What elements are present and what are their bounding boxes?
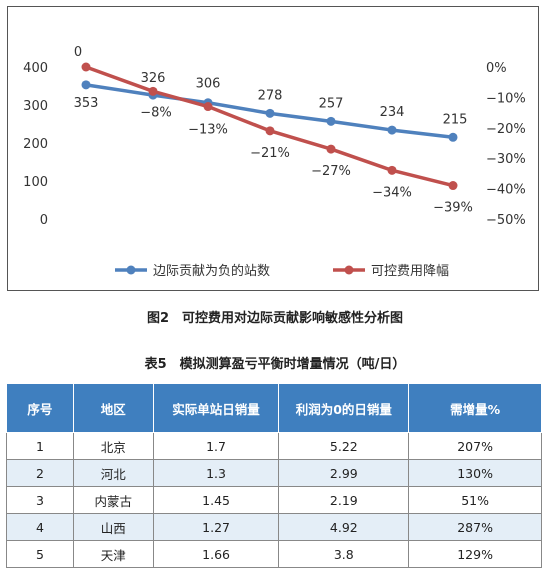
legend-label: 边际贡献为负的站数 (153, 263, 270, 279)
data-label: 353 (74, 96, 99, 111)
cell-break-even: 5.22 (278, 432, 410, 460)
cell-actual: 1.7 (152, 432, 280, 460)
data-label: 234 (380, 105, 405, 120)
cell-actual: 1.66 (152, 540, 280, 568)
cell-increase: 287% (408, 513, 542, 541)
right-axis-tick-label: 0% (486, 61, 507, 76)
left-axis-tick-label: 200 (23, 137, 48, 152)
data-label: 306 (196, 77, 221, 92)
data-label: −8% (140, 105, 172, 120)
left-axis-tick-label: 400 (23, 61, 48, 76)
data-label: 215 (443, 112, 468, 127)
cell-region: 北京 (72, 432, 154, 460)
legend-marker (344, 265, 354, 275)
right-axis-tick-label: −10% (486, 91, 526, 106)
cell-index: 1 (6, 432, 74, 460)
cell-index: 4 (6, 513, 74, 541)
left-axis-tick-label: 100 (23, 175, 48, 190)
break-even-table: 序号 地区 实际单站日销量 利润为0的日销量 需增量% 1 北京 1.7 5.2… (6, 383, 542, 568)
data-point (81, 80, 91, 90)
data-label: −21% (250, 146, 290, 161)
line-chart: 400 300 200 100 0 0% −10% −20% −30% −40% −50% 353 32… (23, 45, 526, 279)
data-point (448, 132, 458, 142)
cell-break-even: 2.19 (278, 486, 410, 514)
cell-break-even: 2.99 (278, 459, 410, 487)
data-label: −27% (311, 164, 351, 179)
cell-break-even: 3.8 (278, 540, 410, 568)
cell-actual: 1.3 (152, 459, 280, 487)
table-header-row: 序号 地区 实际单站日销量 利润为0的日销量 需增量% (6, 383, 542, 433)
table-row: 1 北京 1.7 5.22 207% (6, 432, 542, 460)
data-label: 326 (141, 71, 166, 86)
cell-region: 山西 (72, 513, 154, 541)
data-point (326, 116, 336, 126)
cell-region: 天津 (72, 540, 154, 568)
right-axis-tick-label: −20% (486, 122, 526, 137)
header-break-even-sales: 利润为0的日销量 (278, 383, 410, 433)
header-actual-daily-sales: 实际单站日销量 (152, 383, 280, 433)
cell-region: 内蒙古 (72, 486, 154, 514)
left-axis-tick-label: 300 (23, 99, 48, 114)
figure-caption: 图2 可控费用对边际贡献影响敏感性分析图 (146, 311, 404, 326)
data-label: −39% (433, 201, 473, 216)
table-row: 3 内蒙古 1.45 2.19 51% (6, 486, 542, 514)
data-label: 0 (74, 45, 82, 60)
cell-actual: 1.45 (152, 486, 280, 514)
data-label: −34% (372, 185, 412, 200)
legend-label: 可控费用降幅 (371, 264, 449, 279)
cell-increase: 207% (408, 432, 542, 460)
chart-frame: 400 300 200 100 0 0% −10% −20% −30% −40% −50% 353 32… (7, 6, 539, 291)
data-point (448, 181, 458, 191)
right-axis-tick-label: −50% (486, 213, 526, 228)
cell-index: 2 (6, 459, 74, 487)
cell-increase: 130% (408, 459, 542, 487)
left-axis-tick-label: 0 (40, 213, 48, 228)
data-point (81, 62, 91, 72)
data-point (148, 86, 158, 96)
data-point (203, 102, 213, 112)
data-label: −13% (188, 123, 228, 138)
cell-index: 5 (6, 540, 74, 568)
table-row: 5 天津 1.66 3.8 129% (6, 540, 542, 568)
cell-increase: 51% (408, 486, 542, 514)
data-label: 257 (319, 96, 344, 111)
cell-break-even: 4.92 (278, 513, 410, 541)
table-title: 表5 模拟测算盈亏平衡时增量情况（吨/日） (144, 357, 406, 372)
cell-increase: 129% (408, 540, 542, 568)
data-point (265, 108, 275, 118)
header-required-increase: 需增量% (408, 383, 542, 433)
header-region: 地区 (72, 383, 154, 433)
table-row: 4 山西 1.27 4.92 287% (6, 513, 542, 541)
cell-actual: 1.27 (152, 513, 280, 541)
cell-region: 河北 (72, 459, 154, 487)
data-label: 278 (258, 88, 283, 103)
data-point (387, 165, 397, 175)
legend-marker (126, 265, 136, 275)
data-point (326, 144, 336, 154)
cell-index: 3 (6, 486, 74, 514)
header-index: 序号 (6, 383, 74, 433)
right-axis-tick-label: −40% (486, 183, 526, 198)
right-axis-tick-label: −30% (486, 152, 526, 167)
data-point (387, 125, 397, 135)
data-point (265, 126, 275, 136)
table-row: 2 河北 1.3 2.99 130% (6, 459, 542, 487)
